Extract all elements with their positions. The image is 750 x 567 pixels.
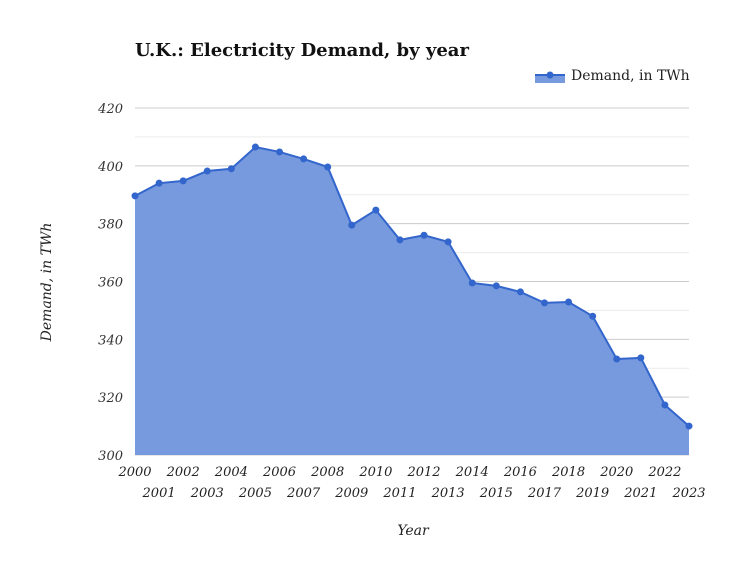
x-axis-label: Year — [397, 523, 430, 539]
data-point — [565, 298, 573, 306]
y-tick-label: 400 — [97, 160, 123, 175]
x-tick-label: 2007 — [286, 486, 321, 501]
x-tick-label: 2005 — [238, 486, 272, 501]
data-point — [131, 192, 139, 200]
y-tick-label: 320 — [98, 391, 123, 406]
data-point — [300, 155, 308, 163]
x-tick-label: 2004 — [214, 465, 248, 480]
x-tick-label: 2003 — [190, 486, 224, 501]
x-tick-label: 2006 — [262, 465, 296, 480]
data-point — [540, 299, 548, 307]
legend-label: Demand, in TWh — [571, 68, 690, 84]
data-point — [589, 312, 597, 320]
data-point — [637, 354, 645, 362]
x-tick-label: 2022 — [647, 465, 681, 480]
data-point — [324, 163, 332, 171]
data-point — [203, 167, 211, 175]
y-tick-label: 300 — [98, 449, 123, 464]
chart-title: U.K.: Electricity Demand, by year — [135, 40, 469, 61]
x-tick-label: 2019 — [575, 486, 609, 501]
data-point — [372, 206, 380, 214]
data-point — [420, 231, 428, 239]
x-tick-label: 2018 — [551, 465, 585, 480]
series-line — [134, 145, 690, 427]
x-tick-label: 2012 — [406, 465, 440, 480]
x-tick-label: 2010 — [358, 465, 392, 480]
data-point — [179, 177, 187, 185]
data-point — [516, 288, 524, 296]
data-point — [251, 143, 259, 151]
data-point — [613, 355, 621, 363]
y-tick-label: 380 — [98, 218, 123, 233]
y-tick-label: 360 — [98, 276, 123, 291]
x-tick-label: 2011 — [382, 486, 416, 501]
x-tick-label: 2020 — [599, 465, 633, 480]
y-tick-label: 340 — [98, 333, 123, 348]
data-point — [444, 238, 452, 246]
data-point — [685, 422, 693, 430]
data-point — [276, 148, 284, 156]
x-tick-label: 2002 — [166, 465, 200, 480]
x-tick-label: 2014 — [455, 465, 489, 480]
data-point — [227, 165, 235, 173]
x-tick-label: 2021 — [623, 486, 657, 501]
x-tick-label: 2001 — [142, 486, 176, 501]
x-tick-label: 2013 — [431, 486, 465, 501]
y-axis-label: Demand, in TWh — [39, 223, 55, 343]
x-tick-label: 2017 — [527, 486, 562, 501]
x-tick-label: 2016 — [503, 465, 537, 480]
legend: Demand, in TWh — [535, 68, 690, 84]
x-tick-label: 2000 — [117, 465, 151, 480]
data-point — [661, 401, 669, 409]
data-point — [396, 236, 404, 244]
legend-swatch — [535, 75, 565, 83]
data-point — [468, 279, 476, 287]
y-tick-label: 420 — [97, 102, 123, 117]
data-point — [155, 179, 163, 187]
area-fill — [135, 147, 689, 455]
x-tick-label: 2023 — [671, 486, 705, 501]
x-tick-label: 2015 — [479, 486, 513, 501]
legend-marker — [546, 71, 554, 79]
data-point — [492, 282, 500, 290]
data-point — [348, 221, 356, 229]
x-tick-label: 2009 — [334, 486, 368, 501]
x-tick-label: 2008 — [310, 465, 344, 480]
